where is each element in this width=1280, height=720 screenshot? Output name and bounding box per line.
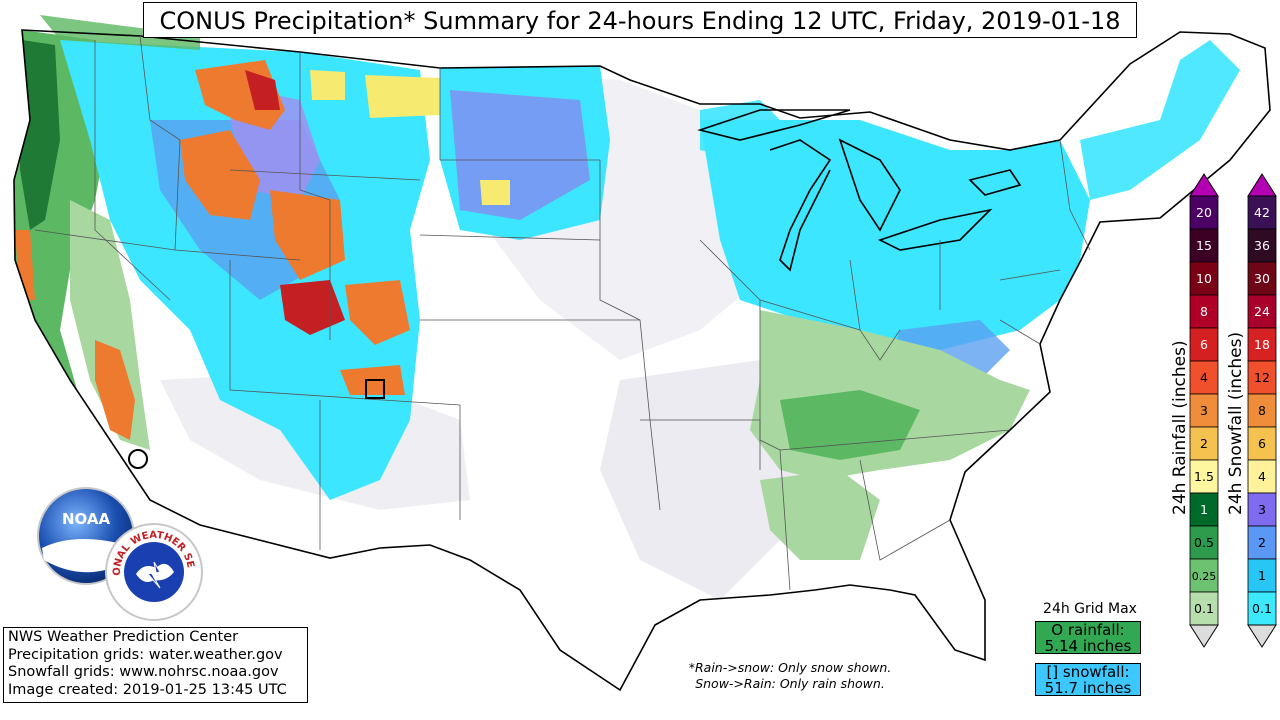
snowfall-level-label: 1 xyxy=(1258,568,1266,583)
snowfall-colorbar: 42 36 30 24 18 12 8 6 4 3 2 1 0.1 xyxy=(1247,173,1277,648)
snowfall-level-label: 6 xyxy=(1258,436,1266,451)
rainfall-max-box: O rainfall: 5.14 inches xyxy=(1035,621,1141,654)
snowfall-swatch xyxy=(1247,228,1277,263)
nws-logo: NATIONAL WEATHER SERVICE xyxy=(104,522,203,621)
rainfall-level-label: 2 xyxy=(1200,436,1208,451)
snowfall-level-label: 36 xyxy=(1254,238,1270,253)
credits-box: NWS Weather Prediction Center Precipitat… xyxy=(3,627,308,703)
snowfall-level-label: 42 xyxy=(1254,205,1270,220)
rainfall-swatch xyxy=(1189,426,1219,461)
rainfall-swatch xyxy=(1189,558,1219,593)
rainfall-level-label: 15 xyxy=(1196,238,1212,253)
snowfall-level-label: 4 xyxy=(1258,469,1266,484)
credits-line-4: Image created: 2019-01-25 13:45 UTC xyxy=(8,681,287,698)
snowfall-swatch xyxy=(1247,525,1277,560)
rainfall-legend-label: 24h Rainfall (inches) xyxy=(1170,340,1190,515)
snowfall-legend-label: 24h Snowfall (inches) xyxy=(1226,331,1246,515)
snowfall-level-label: 12 xyxy=(1254,370,1270,385)
rainfall-level-label: 10 xyxy=(1196,271,1212,286)
rainfall-swatch xyxy=(1189,195,1219,230)
rainfall-level-label: 0.1 xyxy=(1194,601,1214,616)
snowfall-max-marker xyxy=(365,379,385,399)
borders xyxy=(13,29,1271,692)
snowfall-max-value: 51.7 inches xyxy=(1044,679,1132,697)
snowfall-swatch xyxy=(1247,459,1277,494)
snowfall-bottom-arrow xyxy=(1247,624,1277,648)
snowfall-max-label: [] snowfall: xyxy=(1046,663,1130,681)
rainfall-max-marker xyxy=(128,449,148,469)
rainfall-max-value: 5.14 inches xyxy=(1044,637,1132,655)
rainfall-level-label: 20 xyxy=(1196,205,1212,220)
rainfall-max-label: O rainfall: xyxy=(1051,621,1125,639)
rainfall-swatch xyxy=(1189,492,1219,527)
credits-line-3: Snowfall grids: www.nohrsc.noaa.gov xyxy=(8,664,279,680)
snowfall-swatch xyxy=(1247,558,1277,593)
snowfall-max-box: [] snowfall: 51.7 inches xyxy=(1035,663,1141,696)
snowfall-level-label: 8 xyxy=(1258,403,1266,418)
svg-text:NOAA: NOAA xyxy=(62,510,111,528)
grid-max-title: 24h Grid Max xyxy=(1043,601,1137,617)
rainfall-level-label: 3 xyxy=(1200,403,1208,418)
map-title: CONUS Precipitation* Summary for 24-hour… xyxy=(143,2,1137,38)
snowfall-level-label: 30 xyxy=(1254,271,1270,286)
rainfall-swatch xyxy=(1189,261,1219,296)
state-lines xyxy=(34,35,1091,591)
rainfall-level-label: 6 xyxy=(1200,337,1208,352)
rainfall-level-label: 0.25 xyxy=(1192,570,1217,583)
rainfall-level-label: 1 xyxy=(1200,502,1208,517)
rainfall-colorbar: 20 15 10 8 6 4 3 2 1.5 1 0.5 0.25 0.1 xyxy=(1189,173,1219,648)
snowfall-swatch xyxy=(1247,360,1277,395)
credits-line-2: Precipitation grids: water.weather.gov xyxy=(8,646,283,663)
snowfall-top-arrow xyxy=(1247,173,1277,197)
rainfall-top-arrow xyxy=(1189,173,1219,197)
snowfall-swatch xyxy=(1247,393,1277,428)
footnote-line-1: *Rain->snow: Only snow shown. xyxy=(688,660,892,675)
rainfall-swatch xyxy=(1189,294,1219,329)
rainfall-swatch xyxy=(1189,591,1219,626)
snowfall-level-label: 18 xyxy=(1254,337,1270,352)
rainfall-level-label: 0.5 xyxy=(1194,535,1214,550)
footnote-line-2: Snow->Rain: Only rain shown. xyxy=(695,676,885,691)
snowfall-level-label: 0.1 xyxy=(1252,601,1272,616)
footnote: *Rain->snow: Only snow shown. Snow->Rain… xyxy=(640,660,940,692)
credits-line-1: NWS Weather Prediction Center xyxy=(8,629,239,645)
snowfall-level-label: 3 xyxy=(1258,502,1266,517)
rainfall-level-label: 1.5 xyxy=(1194,469,1214,484)
snowfall-level-label: 24 xyxy=(1254,304,1270,319)
snowfall-level-label: 2 xyxy=(1258,535,1266,550)
rainfall-swatch xyxy=(1189,327,1219,362)
snowfall-swatch xyxy=(1247,195,1277,230)
snowfall-swatch xyxy=(1247,591,1277,626)
rainfall-bottom-arrow xyxy=(1189,624,1219,648)
rainfall-level-label: 8 xyxy=(1200,304,1208,319)
rainfall-level-label: 4 xyxy=(1200,370,1208,385)
rainfall-swatch xyxy=(1189,228,1219,263)
snowfall-swatch xyxy=(1247,294,1277,329)
